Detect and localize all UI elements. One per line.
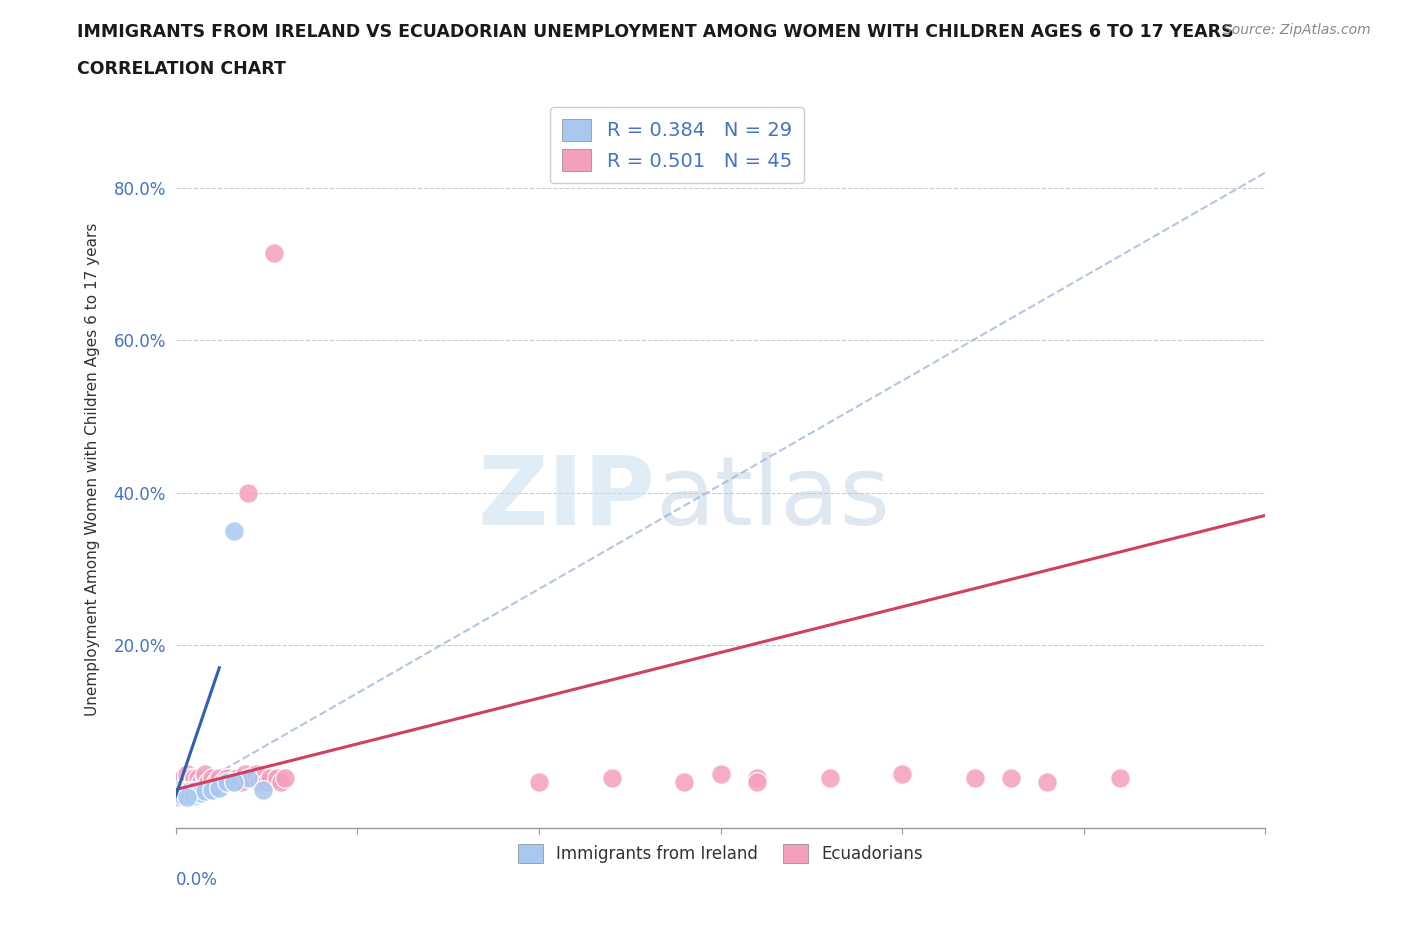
- Legend: Immigrants from Ireland, Ecuadorians: Immigrants from Ireland, Ecuadorians: [512, 837, 929, 870]
- Point: [1109, 771, 1132, 786]
- Point: [172, 789, 194, 804]
- Text: ZIP: ZIP: [477, 452, 655, 545]
- Point: [252, 782, 274, 797]
- Point: [183, 775, 205, 790]
- Point: [169, 784, 191, 799]
- Point: [219, 775, 242, 790]
- Point: [266, 771, 288, 786]
- Point: [745, 775, 768, 790]
- Point: [169, 790, 191, 804]
- Text: Source: ZipAtlas.com: Source: ZipAtlas.com: [1223, 23, 1371, 37]
- Text: IMMIGRANTS FROM IRELAND VS ECUADORIAN UNEMPLOYMENT AMONG WOMEN WITH CHILDREN AGE: IMMIGRANTS FROM IRELAND VS ECUADORIAN UN…: [77, 23, 1234, 41]
- Point: [263, 246, 285, 260]
- Point: [201, 782, 224, 797]
- Point: [194, 784, 217, 799]
- Point: [222, 524, 245, 538]
- Point: [169, 775, 191, 790]
- Point: [176, 771, 198, 786]
- Point: [169, 786, 191, 801]
- Point: [186, 786, 209, 801]
- Point: [215, 771, 238, 786]
- Point: [527, 775, 550, 790]
- Point: [172, 786, 194, 801]
- Point: [190, 786, 212, 801]
- Point: [270, 775, 292, 790]
- Point: [176, 789, 198, 804]
- Point: [208, 771, 231, 786]
- Point: [745, 771, 768, 786]
- Point: [673, 775, 696, 790]
- Point: [176, 786, 198, 801]
- Point: [186, 771, 209, 786]
- Point: [222, 775, 245, 790]
- Point: [600, 771, 623, 786]
- Text: atlas: atlas: [655, 452, 890, 545]
- Point: [176, 784, 198, 799]
- Point: [176, 767, 198, 782]
- Point: [1036, 775, 1059, 790]
- Point: [179, 786, 201, 801]
- Point: [891, 767, 914, 782]
- Point: [197, 775, 219, 790]
- Point: [179, 771, 201, 786]
- Point: [238, 771, 260, 786]
- Point: [194, 771, 217, 786]
- Text: 0.0%: 0.0%: [176, 870, 218, 889]
- Point: [208, 780, 231, 795]
- Point: [245, 767, 267, 782]
- Point: [222, 775, 245, 790]
- Point: [176, 790, 198, 804]
- Point: [204, 775, 226, 790]
- Point: [201, 771, 224, 786]
- Point: [710, 767, 733, 782]
- Point: [212, 775, 235, 790]
- Point: [238, 485, 260, 500]
- Point: [247, 775, 270, 790]
- Point: [963, 771, 986, 786]
- Point: [1000, 771, 1022, 786]
- Point: [172, 784, 194, 799]
- Point: [215, 775, 238, 790]
- Point: [256, 775, 278, 790]
- Point: [179, 789, 201, 804]
- Point: [233, 767, 256, 782]
- Point: [183, 771, 205, 786]
- Text: CORRELATION CHART: CORRELATION CHART: [77, 60, 287, 78]
- Point: [274, 771, 297, 786]
- Point: [172, 771, 194, 786]
- Point: [190, 775, 212, 790]
- Point: [194, 767, 217, 782]
- Point: [252, 771, 274, 786]
- Point: [226, 771, 249, 786]
- Point: [231, 775, 253, 790]
- Point: [259, 771, 281, 786]
- Point: [183, 786, 205, 801]
- Point: [240, 771, 263, 786]
- Point: [176, 786, 198, 801]
- Point: [183, 784, 205, 799]
- Point: [179, 784, 201, 799]
- Point: [183, 789, 205, 804]
- Y-axis label: Unemployment Among Women with Children Ages 6 to 17 years: Unemployment Among Women with Children A…: [84, 223, 100, 716]
- Point: [172, 786, 194, 801]
- Point: [169, 782, 191, 797]
- Point: [818, 771, 841, 786]
